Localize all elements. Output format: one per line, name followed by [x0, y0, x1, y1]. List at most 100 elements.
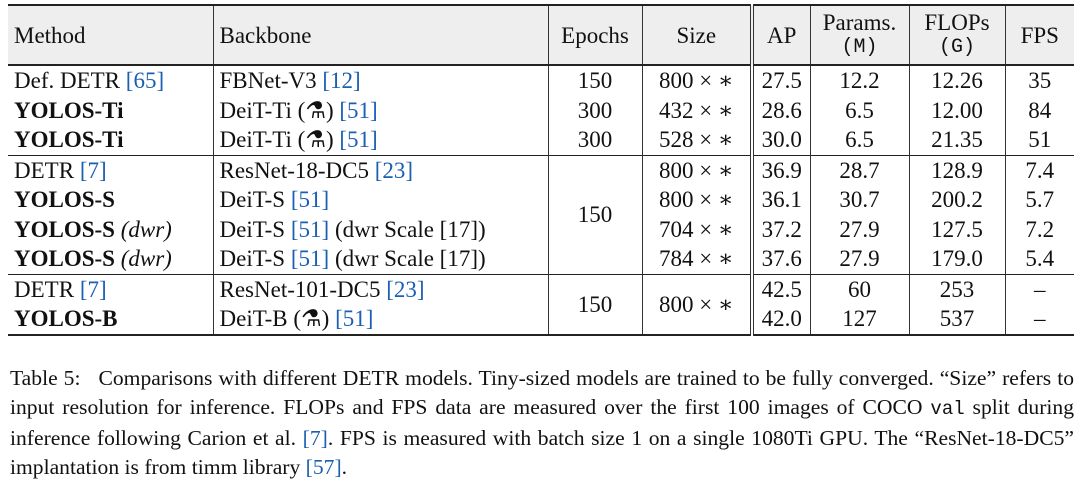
cell-ap: 37.2 — [750, 214, 810, 244]
cell-fps: 5.4 — [1004, 244, 1074, 274]
citation-link[interactable]: [7] — [79, 276, 107, 302]
method-name: YOLOS-S — [14, 246, 115, 272]
cell-params: 30.7 — [809, 185, 909, 215]
cell-method: YOLOS-S — [14, 187, 115, 213]
citation-link[interactable]: [65] — [125, 68, 165, 94]
table-row: YOLOS-Ti DeiT-Ti (⚗) [51] 300 432 × ∗ 28… — [8, 95, 1074, 125]
header-method: Method — [14, 22, 86, 48]
table-caption: Table 5: Comparisons with different DETR… — [10, 364, 1074, 482]
cell-params: 127 — [809, 304, 909, 335]
cell-params: 6.5 — [809, 95, 909, 125]
backbone-name: DeiT-Ti (⚗) — [219, 97, 340, 123]
cell-size: 528 × ∗ — [641, 125, 752, 155]
cell-epochs-merged: 150 — [547, 155, 642, 274]
cell-ap: 30.0 — [750, 125, 810, 155]
cell-epochs: 150 — [547, 65, 642, 96]
citation-link[interactable]: [51] — [339, 97, 378, 123]
citation-link[interactable]: [51] — [290, 187, 330, 213]
cell-ap: 37.6 — [750, 244, 810, 274]
citation-link[interactable]: [57] — [305, 455, 342, 479]
header-params-label: Params. — [822, 10, 897, 35]
cell-size: 784 × ∗ — [641, 244, 752, 274]
cell-flops: 21.35 — [908, 125, 1005, 155]
cell-backbone: DeiT-S [51] (dwr Scale [17]) — [212, 244, 548, 274]
backbone-name: ResNet-18-DC5 — [219, 157, 375, 183]
table-row: YOLOS-Ti DeiT-Ti (⚗) [51] 300 528 × ∗ 30… — [8, 125, 1074, 155]
citation-link[interactable]: [7] — [79, 157, 107, 183]
backbone-suffix: (dwr Scale [17]) — [329, 246, 486, 272]
cell-fps: 7.4 — [1004, 155, 1074, 185]
backbone-name: DeiT-B (⚗) — [219, 306, 336, 332]
header-backbone: Backbone — [212, 5, 548, 65]
cell-size: 800 × ∗ — [641, 185, 752, 215]
cell-method: YOLOS-S (dwr) — [8, 215, 213, 245]
header-epochs: Epochs — [547, 5, 642, 65]
header-params-unit: (M) — [841, 36, 878, 59]
citation-link[interactable]: [7] — [302, 426, 328, 450]
header-flops: FLOPs (G) — [908, 5, 1005, 65]
header-params: Params. (M) — [809, 5, 909, 65]
citation-link[interactable]: [23] — [374, 157, 414, 183]
citation-link[interactable]: [51] — [290, 246, 330, 272]
table-row: YOLOS-B DeiT-B (⚗) [51] 42.0 127 537 – — [8, 304, 1074, 335]
method-name: Def. DETR — [14, 68, 121, 94]
table-row: YOLOS-S (dwr) DeiT-S [51] (dwr Scale [17… — [8, 214, 1074, 245]
cell-method: YOLOS-S (dwr) — [8, 244, 213, 274]
cell-epochs: 300 — [547, 95, 642, 125]
cell-params: 28.7 — [809, 155, 909, 185]
cell-params: 6.5 — [809, 125, 909, 155]
backbone-name: FBNet-V3 — [219, 68, 323, 94]
backbone-name: DeiT-S — [219, 216, 291, 242]
cell-size: 800 × ∗ — [641, 155, 752, 185]
header-row: Method Backbone Epochs Size AP Params. (… — [8, 5, 1074, 65]
cell-flops: 128.9 — [908, 155, 1005, 185]
table-row: DETR [7] ResNet-101-DC5 [23] 150 800 × ∗… — [8, 274, 1074, 335]
cell-flops: 12.00 — [908, 95, 1005, 125]
cell-fps: 51 — [1004, 125, 1074, 155]
cell-fps: – — [1004, 304, 1074, 335]
cell-size-merged: 800 × ∗ — [641, 274, 752, 335]
cell-method: YOLOS-Ti — [14, 127, 124, 153]
citation-link[interactable]: [23] — [386, 276, 425, 302]
cell-params: 12.2 — [809, 65, 909, 96]
cell-params: 27.9 — [809, 244, 909, 274]
header-fps: FPS — [1004, 5, 1074, 65]
cell-method: YOLOS-Ti — [14, 97, 124, 123]
method-name: YOLOS-S — [14, 216, 115, 242]
caption-text-1: Comparisons with different DETR models. … — [10, 366, 1075, 419]
cell-backbone: DeiT-S [51] (dwr Scale [17]) — [212, 214, 548, 244]
table-group-base: DETR [7] ResNet-101-DC5 [23] 150 800 × ∗… — [8, 274, 1074, 335]
cell-flops: 12.26 — [908, 65, 1005, 96]
cell-backbone: DeiT-S [51] — [212, 185, 548, 215]
cell-epochs-merged: 150 — [547, 274, 642, 335]
citation-link[interactable]: [51] — [339, 127, 378, 153]
cell-size: 432 × ∗ — [641, 95, 752, 125]
caption-text-4: . — [341, 455, 348, 479]
cell-backbone: DeiT-Ti (⚗) [51] — [212, 125, 548, 155]
backbone-name: DeiT-S — [219, 246, 291, 272]
table-group-small: DETR [7] ResNet-18-DC5 [23] 150 800 × ∗ … — [8, 155, 1074, 274]
cell-backbone: ResNet-18-DC5 [23] — [212, 155, 548, 185]
backbone-name: DeiT-S — [219, 187, 291, 213]
citation-link[interactable]: [12] — [322, 68, 361, 94]
cell-flops: 537 — [908, 304, 1005, 335]
method-suffix: (dwr) — [114, 246, 172, 272]
table-row: YOLOS-S DeiT-S [51] 800 × ∗ 36.1 30.7 20… — [8, 185, 1074, 215]
cell-size: 704 × ∗ — [641, 214, 752, 244]
cell-flops: 253 — [908, 274, 1005, 304]
cell-ap: 42.0 — [750, 304, 810, 335]
caption-text-2: split during inference following Carion … — [10, 395, 1075, 450]
citation-link[interactable]: [51] — [290, 216, 330, 242]
cell-flops: 200.2 — [908, 185, 1005, 215]
cell-params: 60 — [809, 274, 909, 304]
cell-backbone: DeiT-B (⚗) [51] — [212, 304, 548, 335]
cell-method: DETR [7] — [8, 274, 213, 304]
method-name: DETR — [14, 157, 75, 183]
cell-flops: 127.5 — [908, 214, 1005, 244]
cell-method: YOLOS-B — [14, 306, 118, 332]
cell-ap: 36.9 — [750, 155, 810, 185]
cell-epochs: 300 — [547, 125, 642, 155]
citation-link[interactable]: [51] — [335, 306, 374, 332]
comparison-table: Method Backbone Epochs Size AP Params. (… — [8, 4, 1074, 336]
cell-fps: 5.7 — [1004, 185, 1074, 215]
